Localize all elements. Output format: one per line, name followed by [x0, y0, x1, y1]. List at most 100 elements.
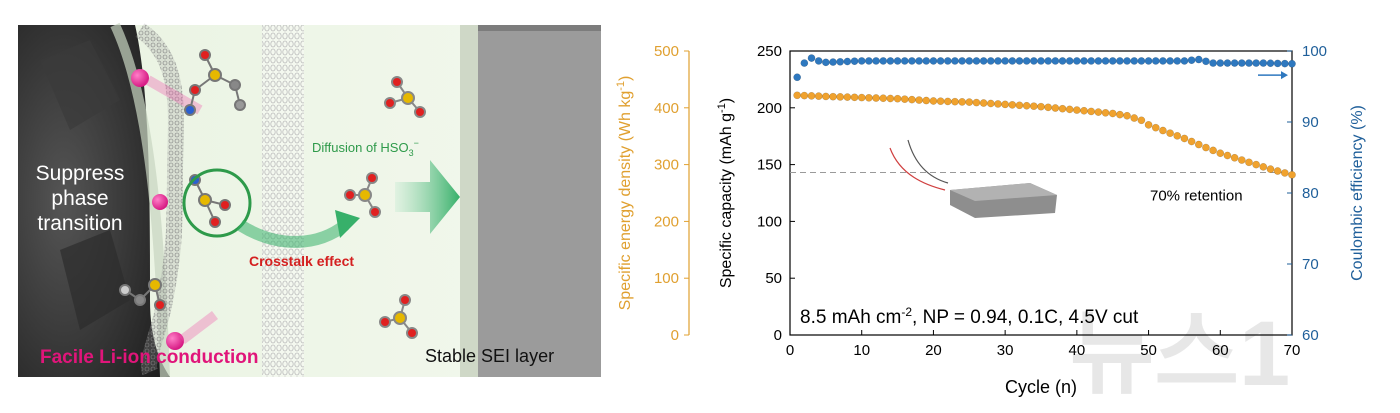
y-energy-tick-label: 400 — [654, 100, 679, 117]
ce-point — [900, 57, 909, 65]
ce-point — [943, 57, 952, 65]
ce-point — [1044, 57, 1053, 65]
ce-point — [1151, 57, 1160, 65]
capacity-point — [1123, 111, 1131, 120]
capacity-point — [1173, 131, 1182, 140]
ce-point — [893, 57, 902, 65]
y-energy-tick-label: 200 — [654, 213, 679, 230]
capacity-point — [1237, 156, 1246, 164]
capacity-point — [1022, 101, 1031, 110]
ce-point — [1273, 59, 1282, 68]
capacity-point — [1187, 137, 1196, 146]
capacity-point — [807, 92, 816, 100]
y-right-tick-label: 90 — [1302, 114, 1319, 131]
capacity-point — [879, 94, 888, 103]
ce-point — [1266, 59, 1275, 68]
hso3-molecule — [379, 294, 418, 339]
x-tick-label: 40 — [1069, 342, 1086, 359]
ce-point — [1173, 57, 1182, 65]
capacity-point — [865, 93, 873, 102]
ce-point — [958, 57, 966, 65]
ce-point — [922, 57, 931, 65]
ce-point — [1022, 57, 1031, 65]
y-energy-tick-label: 500 — [654, 43, 679, 60]
li-ion-trail — [178, 311, 219, 344]
capacity-point — [1087, 107, 1096, 116]
y-left-tick-label: 50 — [765, 270, 782, 287]
carbon-nanotube-shade — [135, 23, 184, 376]
label-crosstalk: Crosstalk effect — [249, 253, 354, 269]
ce-point — [979, 57, 988, 65]
capacity-point — [886, 94, 895, 103]
capacity-point — [893, 94, 902, 103]
ce-point — [1223, 59, 1232, 67]
additive-molecule — [119, 278, 166, 311]
ce-point — [1259, 59, 1268, 67]
ce-point — [1202, 57, 1210, 66]
y-right-tick-label: 70 — [1302, 256, 1319, 273]
capacity-point — [951, 97, 959, 106]
capacity-point — [1216, 149, 1225, 158]
ce-point — [872, 57, 880, 65]
ce-point — [1252, 59, 1260, 67]
capacity-point — [1073, 106, 1081, 114]
capacity-point — [1151, 123, 1160, 132]
capacity-point — [979, 99, 988, 107]
ce-point — [1101, 57, 1110, 65]
ce-point — [1280, 59, 1289, 68]
capacity-point — [1058, 104, 1067, 113]
ce-point — [1288, 59, 1296, 68]
capacity-point — [1029, 102, 1038, 111]
ce-point — [929, 57, 938, 65]
capacity-point — [1194, 140, 1203, 149]
ce-point — [800, 59, 809, 67]
ce-point — [1180, 57, 1189, 65]
capacity-point — [1159, 126, 1167, 135]
capacity-point — [793, 91, 802, 100]
capacity-point — [1202, 143, 1210, 152]
ce-point — [1116, 57, 1124, 65]
separator-shade — [262, 25, 304, 377]
ce-point — [1216, 59, 1225, 67]
capacity-point — [1001, 100, 1009, 109]
anode — [478, 25, 601, 377]
ce-point — [1194, 55, 1203, 64]
ce-point — [1209, 59, 1217, 67]
capacity-point — [1051, 104, 1060, 112]
ce-point — [1051, 57, 1060, 65]
x-tick-label: 20 — [925, 342, 942, 359]
cell-wire-black — [907, 139, 949, 184]
y-left-tick-label: 250 — [757, 43, 782, 60]
y-right-tick-label: 60 — [1302, 327, 1319, 344]
ce-point — [1058, 57, 1067, 65]
y-right-tick-label: 100 — [1302, 43, 1327, 60]
diffusion-arrow — [395, 160, 460, 234]
ce-point — [972, 57, 981, 65]
ce-point — [807, 54, 816, 62]
x-tick-label: 10 — [853, 342, 870, 359]
capacity-point — [1280, 169, 1289, 177]
ce-point — [829, 58, 837, 66]
ce-point — [1144, 57, 1153, 65]
capacity-point — [843, 93, 852, 101]
capacity-point — [1015, 101, 1024, 110]
ce-point — [1230, 59, 1239, 67]
ce-point — [915, 57, 923, 65]
cathode-facet — [40, 40, 120, 130]
crosstalk-arrowhead — [335, 210, 360, 238]
ce-point — [850, 57, 859, 66]
y-left-tick-label: 200 — [757, 100, 782, 117]
ce-point — [1080, 57, 1088, 65]
ce-point — [1159, 57, 1167, 65]
y-left-tick-label: 100 — [757, 213, 782, 230]
condition-annotation: 8.5 mAh cm-2, NP = 0.94, 0.1C, 4.5V cut — [800, 305, 1139, 328]
ce-point — [1237, 59, 1246, 67]
crosstalk-highlight-circle — [182, 168, 252, 238]
ce-point — [1187, 56, 1196, 65]
capacity-point — [1008, 100, 1017, 109]
ce-point — [1008, 57, 1017, 65]
y-energy-axis-label: Specific energy density (Wh kg-1) — [615, 76, 634, 311]
capacity-point — [800, 91, 809, 100]
capacity-point — [900, 95, 909, 104]
